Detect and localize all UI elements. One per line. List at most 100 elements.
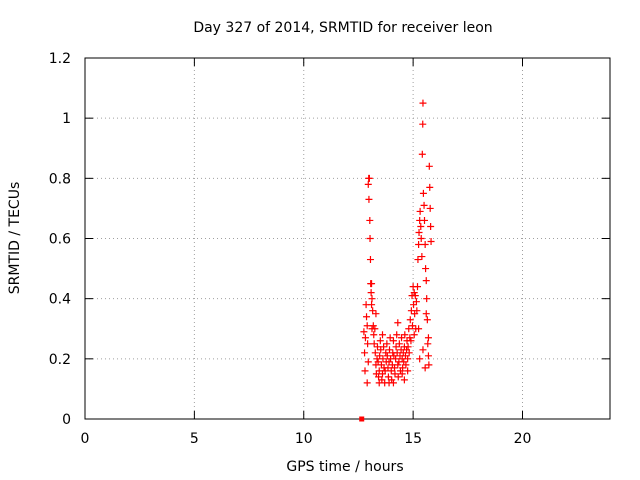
data-point [402,361,410,369]
data-point [411,292,419,300]
data-point [394,373,402,381]
data-point [419,99,427,107]
data-point [364,180,372,188]
axis-ticks [84,57,610,420]
data-point [401,331,409,339]
grid-lines [85,58,610,419]
data-point [379,331,386,339]
data-point [391,370,399,378]
data-point [424,352,432,360]
data-point [405,325,413,333]
data-point [415,228,423,236]
data-point [368,301,376,309]
data-point [412,298,420,306]
data-point [370,331,378,339]
data-point [395,340,403,348]
data-point [363,379,371,387]
data-point [391,364,399,372]
data-point [366,235,374,242]
data-point [422,310,430,318]
data-point [424,334,432,342]
data-point [365,174,373,182]
data-point [392,343,400,351]
data-point [398,370,406,378]
data-point [414,283,421,291]
data-point [360,328,368,336]
data-point [399,364,407,372]
data-point-square [359,416,365,422]
data-point [364,358,372,366]
data-point [387,367,395,375]
data-point [419,189,427,197]
data-point [386,346,393,354]
data-point [427,238,435,246]
y-tick-label: 0.4 [49,292,71,308]
data-point [414,256,422,264]
data-point [380,343,388,351]
data-point [408,322,416,330]
y-tick-label: 1.2 [49,51,71,67]
data-point [384,364,392,372]
data-point [406,316,414,324]
data-point [365,195,373,203]
data-point [419,120,427,128]
data-point [376,352,384,360]
data-point [370,340,378,348]
data-point [415,241,423,249]
data-point [389,379,397,387]
data-point [363,313,371,321]
data-point [422,265,430,273]
data-point [374,358,382,366]
data-point [406,334,414,342]
chart-title: Day 327 of 2014, SRMTID for receiver leo… [193,20,492,36]
data-point [404,355,412,363]
y-tick-labels: 0 0.2 0.4 0.6 0.8 1 1.2 [49,51,71,428]
data-point [419,346,427,354]
data-point [410,289,418,297]
data-point [417,222,425,230]
data-point [392,355,400,363]
data-point [389,337,397,345]
x-tick-label: 10 [295,431,313,447]
data-point [425,361,433,369]
data-point [379,355,387,363]
data-point [383,340,391,348]
data-point [368,295,376,303]
data-point [407,337,415,345]
data-point [394,319,402,327]
y-tick-label: 0.8 [49,171,71,187]
x-axis-title: GPS time / hours [286,459,403,475]
y-tick-label: 0.2 [49,352,71,368]
y-tick-label: 0 [62,412,71,428]
data-point [383,352,391,360]
data-point [364,340,372,348]
data-point [375,379,383,387]
data-point [384,373,392,381]
data-point [410,331,418,339]
data-point [361,349,369,357]
data-point [368,325,376,333]
data-point [372,310,380,318]
data-point [413,307,421,315]
data-point [417,235,425,242]
data-point [421,241,429,249]
data-point [400,376,408,384]
data-point [416,355,424,363]
x-tick-labels: 0 5 10 15 20 [81,431,532,447]
data-point [423,295,431,303]
data-point [423,316,431,324]
plot-frame [84,57,611,420]
data-point [366,256,374,264]
data-point [416,207,424,215]
data-point [363,322,371,330]
data-point [366,216,374,224]
data-point [368,280,376,288]
data-point [425,162,433,170]
data-point [418,253,426,261]
data-point [369,307,377,315]
y-tick-label: 0.6 [49,232,71,248]
data-point [421,364,429,372]
data-point [426,183,434,191]
data-point [361,367,369,375]
